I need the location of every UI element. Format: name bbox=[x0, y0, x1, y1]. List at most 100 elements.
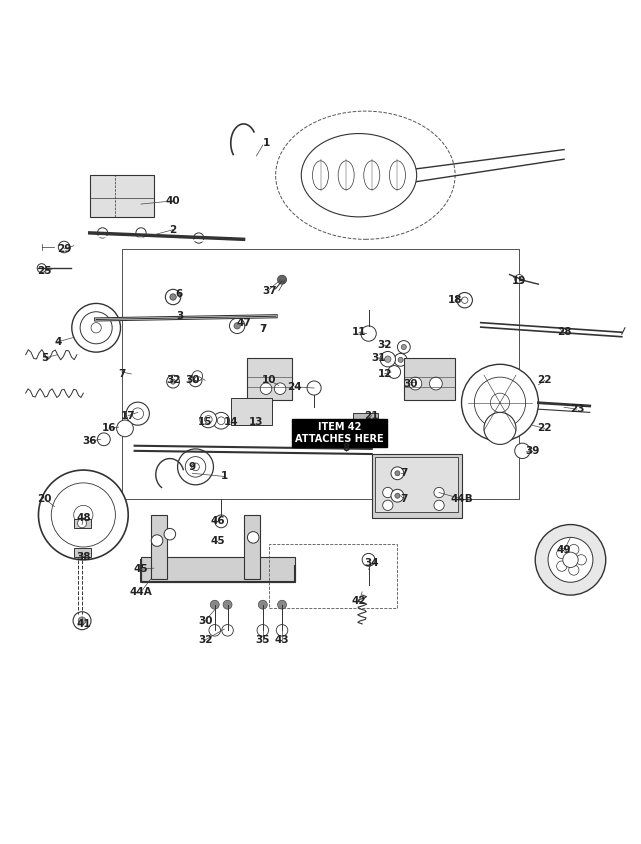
Text: 13: 13 bbox=[249, 417, 263, 427]
Ellipse shape bbox=[301, 133, 417, 217]
Circle shape bbox=[189, 374, 202, 387]
Bar bbox=[122, 249, 519, 499]
Circle shape bbox=[185, 457, 206, 477]
Text: 44A: 44A bbox=[129, 587, 153, 597]
Text: 48: 48 bbox=[76, 513, 90, 523]
Circle shape bbox=[307, 381, 321, 395]
Text: 2: 2 bbox=[169, 225, 177, 235]
Text: 35: 35 bbox=[256, 635, 270, 645]
Circle shape bbox=[210, 600, 219, 609]
Text: 32: 32 bbox=[166, 376, 180, 386]
Bar bbox=[244, 515, 260, 579]
Circle shape bbox=[209, 625, 221, 636]
Text: 29: 29 bbox=[57, 244, 71, 254]
Text: 24: 24 bbox=[288, 381, 302, 392]
Circle shape bbox=[569, 565, 579, 575]
Circle shape bbox=[72, 303, 121, 352]
Text: 6: 6 bbox=[176, 289, 183, 299]
Circle shape bbox=[434, 500, 444, 511]
Circle shape bbox=[74, 506, 93, 525]
Circle shape bbox=[126, 402, 149, 425]
Text: 11: 11 bbox=[352, 327, 366, 338]
Circle shape bbox=[164, 528, 176, 540]
Text: 45: 45 bbox=[211, 536, 225, 545]
Circle shape bbox=[194, 233, 204, 243]
Bar bbox=[90, 176, 154, 217]
Bar bbox=[404, 358, 455, 399]
Text: 32: 32 bbox=[198, 635, 212, 645]
Bar bbox=[269, 544, 397, 608]
Circle shape bbox=[434, 487, 444, 498]
Text: 10: 10 bbox=[262, 376, 276, 386]
Circle shape bbox=[484, 413, 516, 445]
Circle shape bbox=[383, 487, 393, 498]
Circle shape bbox=[200, 411, 217, 428]
Circle shape bbox=[193, 378, 198, 383]
Circle shape bbox=[383, 500, 393, 511]
Circle shape bbox=[274, 383, 286, 394]
Circle shape bbox=[385, 356, 391, 362]
Bar bbox=[231, 398, 272, 425]
Circle shape bbox=[490, 393, 510, 413]
Text: 28: 28 bbox=[557, 327, 571, 338]
Text: 25: 25 bbox=[38, 267, 52, 276]
Circle shape bbox=[397, 341, 410, 354]
Circle shape bbox=[276, 625, 288, 636]
Circle shape bbox=[78, 519, 87, 528]
Text: 7: 7 bbox=[259, 324, 267, 334]
Text: 20: 20 bbox=[38, 494, 52, 504]
Text: 22: 22 bbox=[538, 376, 552, 386]
Circle shape bbox=[362, 554, 375, 566]
Circle shape bbox=[37, 263, 46, 273]
Bar bbox=[74, 548, 91, 556]
Text: 9: 9 bbox=[188, 462, 196, 472]
Text: 38: 38 bbox=[76, 552, 90, 561]
Circle shape bbox=[213, 413, 229, 429]
Circle shape bbox=[192, 371, 203, 381]
Circle shape bbox=[204, 415, 212, 424]
Text: 7: 7 bbox=[400, 468, 408, 479]
Circle shape bbox=[429, 377, 442, 390]
Text: 49: 49 bbox=[557, 545, 571, 555]
Text: 37: 37 bbox=[262, 285, 276, 295]
Text: 30: 30 bbox=[403, 379, 417, 388]
Bar bbox=[141, 556, 295, 582]
Circle shape bbox=[217, 417, 225, 425]
Circle shape bbox=[394, 354, 407, 366]
Text: 3: 3 bbox=[176, 311, 183, 322]
Circle shape bbox=[91, 322, 101, 333]
Circle shape bbox=[474, 377, 526, 429]
Text: 47: 47 bbox=[236, 317, 251, 327]
Circle shape bbox=[401, 344, 406, 349]
Text: 44B: 44B bbox=[450, 494, 473, 504]
Text: 8: 8 bbox=[342, 442, 350, 452]
Text: ITEM 42
ATTACHES HERE: ITEM 42 ATTACHES HERE bbox=[296, 422, 384, 444]
Circle shape bbox=[165, 289, 181, 305]
Ellipse shape bbox=[338, 161, 354, 190]
Text: 23: 23 bbox=[570, 404, 584, 414]
Ellipse shape bbox=[390, 161, 406, 190]
Text: 41: 41 bbox=[76, 619, 90, 629]
Circle shape bbox=[515, 443, 530, 458]
Text: 19: 19 bbox=[512, 276, 526, 286]
Text: 4: 4 bbox=[54, 337, 62, 347]
Text: 15: 15 bbox=[198, 417, 212, 427]
Text: 1: 1 bbox=[262, 138, 270, 149]
Text: 7: 7 bbox=[118, 369, 126, 379]
Text: 18: 18 bbox=[448, 295, 462, 306]
Circle shape bbox=[136, 228, 146, 238]
Text: 31: 31 bbox=[371, 353, 385, 363]
Text: 17: 17 bbox=[121, 410, 135, 420]
Circle shape bbox=[548, 538, 593, 582]
Text: 36: 36 bbox=[83, 436, 97, 446]
Circle shape bbox=[391, 467, 404, 479]
Circle shape bbox=[388, 365, 401, 378]
Circle shape bbox=[462, 297, 468, 303]
Circle shape bbox=[151, 535, 163, 546]
Circle shape bbox=[132, 408, 144, 419]
Text: 16: 16 bbox=[102, 424, 116, 434]
Text: 45: 45 bbox=[134, 565, 148, 575]
Bar bbox=[247, 358, 292, 399]
Circle shape bbox=[170, 294, 176, 300]
Circle shape bbox=[361, 326, 376, 341]
